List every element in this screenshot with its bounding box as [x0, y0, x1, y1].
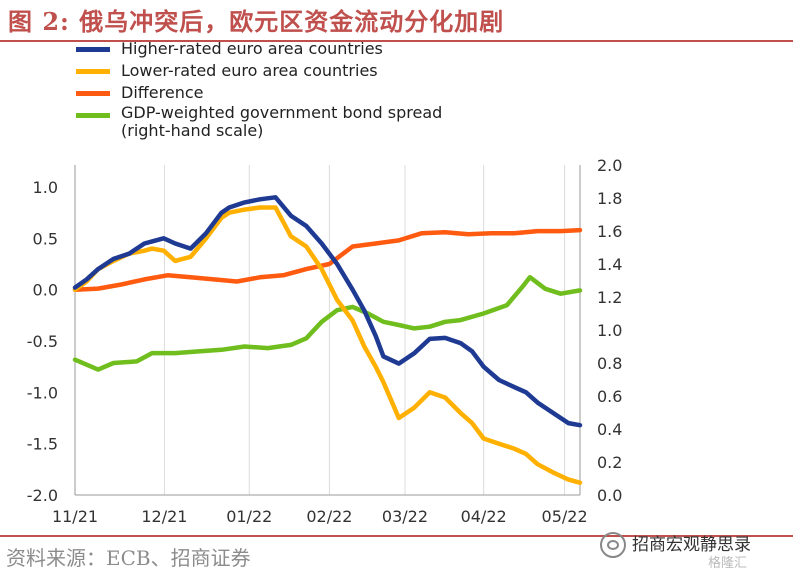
x-tick-label: 01/22 [226, 507, 272, 526]
y-left-tick-label: -2.0 [27, 486, 58, 505]
y-right-tick-label: 1.4 [597, 255, 622, 274]
legend-swatch-lower-rated [76, 69, 110, 74]
tick-labels: 1.0 0.5 0.0 -0.5 -1.0 -1.5 -2.0 2.0 1.8 1.6 1.4 1.2… [27, 156, 623, 526]
title-divider [0, 40, 793, 42]
y-right-tick-label: 2.0 [597, 156, 622, 175]
legend-swatch-higher-rated [76, 47, 110, 52]
legend-label-bond-spread-name: GDP-weighted government bond spread [121, 103, 443, 122]
legend-item-higher-rated: Higher-rated euro area countries [76, 38, 442, 60]
y-right-tick-label: 0.2 [597, 453, 622, 472]
legend-label-difference: Difference [121, 83, 204, 102]
watermark-secondary: 格隆汇 [708, 556, 748, 571]
y-left-tick-label: -1.5 [27, 435, 58, 454]
y-right-tick-label: 1.2 [597, 288, 622, 307]
legend-item-difference: Difference [76, 82, 442, 104]
y-right-tick-label: 1.0 [597, 321, 622, 340]
source-note: 资料来源：ECB、招商证券 [6, 546, 251, 570]
x-tick-label: 04/22 [461, 507, 507, 526]
legend-item-lower-rated: Lower-rated euro area countries [76, 60, 442, 82]
y-left-tick-label: -1.0 [27, 383, 58, 402]
legend-label-bond-spread-note: (right-hand scale) [121, 121, 264, 140]
legend-item-bond-spread: GDP-weighted government bond spread (rig… [76, 104, 442, 140]
y-left-tick-label: -0.5 [27, 332, 58, 351]
footer-divider [0, 535, 793, 537]
legend-label-lower-rated: Lower-rated euro area countries [121, 61, 378, 80]
x-tick-label: 02/22 [306, 507, 352, 526]
series-layer [72, 195, 583, 485]
plot-area [75, 165, 580, 495]
chart-legend: Higher-rated euro area countries Lower-r… [76, 38, 442, 140]
y-left-tick-label: 0.0 [33, 281, 58, 300]
y-right-tick-label: 0.8 [597, 354, 622, 373]
x-tick-label: 05/22 [542, 507, 588, 526]
x-tick-label: 12/21 [141, 507, 187, 526]
x-tick-label: 03/22 [382, 507, 428, 526]
axes [74, 165, 581, 496]
legend-swatch-bond-spread [76, 113, 110, 118]
wechat-icon [600, 532, 626, 558]
y-right-tick-label: 1.6 [597, 222, 622, 241]
y-left-tick-label: 1.0 [33, 178, 58, 197]
y-right-tick-label: 0.6 [597, 387, 622, 406]
watermark: 招商宏观静思录 [600, 530, 751, 558]
legend-label-higher-rated: Higher-rated euro area countries [121, 39, 383, 58]
y-right-tick-label: 0.4 [597, 420, 622, 439]
y-right-tick-label: 1.8 [597, 189, 622, 208]
y-left-tick-label: 0.5 [33, 229, 58, 248]
legend-swatch-difference [76, 91, 110, 96]
x-tick-label: 11/21 [52, 507, 98, 526]
legend-label-bond-spread: GDP-weighted government bond spread (rig… [121, 104, 442, 140]
series-line-0 [72, 195, 583, 428]
y-right-tick-label: 0.0 [597, 486, 622, 505]
series-line-1 [72, 205, 583, 485]
chart-title: 图 2: 俄乌冲突后，欧元区资金流动分化加剧 [8, 7, 505, 36]
watermark-text: 招商宏观静思录 [632, 535, 751, 555]
